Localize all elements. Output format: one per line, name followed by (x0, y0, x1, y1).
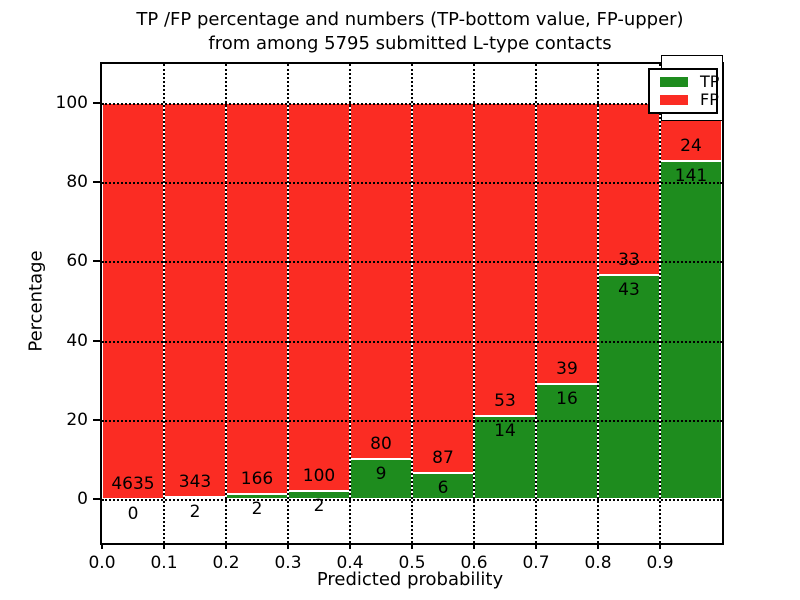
x-axis-tick (473, 543, 475, 549)
x-tick-label: 0.2 (212, 553, 240, 573)
tp-count-label: 2 (251, 499, 263, 520)
tp-count-label: 141 (674, 165, 708, 186)
gridline-vertical (163, 64, 165, 543)
legend-item-fp: FP (650, 90, 719, 109)
y-tick-label: 60 (66, 251, 88, 272)
x-axis-tick (163, 543, 165, 549)
gridline-vertical (349, 64, 351, 543)
chart-title-line1: TP /FP percentage and numbers (TP-bottom… (136, 9, 684, 30)
y-axis-tick (93, 181, 100, 184)
fp-count-label: 87 (432, 448, 454, 469)
x-axis-tick (225, 543, 227, 549)
bar-segment-fp (412, 103, 474, 474)
fp-count-label: 39 (556, 358, 578, 379)
gridline-vertical (411, 64, 413, 543)
x-tick-label: 0.3 (274, 553, 302, 573)
y-axis-tick (93, 418, 100, 421)
x-tick-label: 0.0 (88, 553, 116, 573)
fp-count-label: 166 (240, 469, 274, 490)
x-axis-label: Predicted probability (316, 569, 504, 590)
x-axis-tick (349, 543, 351, 549)
tp-count-label: 0 (127, 504, 139, 524)
fp-count-label: 4635 (111, 474, 155, 494)
y-axis-tick (93, 260, 100, 263)
gridline-vertical (535, 64, 537, 543)
tp-count-label: 9 (375, 463, 387, 484)
tp-count-label: 2 (313, 496, 325, 517)
legend: TP FP (648, 68, 720, 114)
y-tick-label: 20 (66, 409, 88, 430)
x-tick-label: 0.1 (150, 553, 178, 573)
y-tick-label: 40 (66, 330, 88, 351)
fp-count-label: 24 (680, 135, 702, 156)
fp-count-label: 33 (618, 249, 640, 270)
legend-item-tp: TP (650, 72, 720, 91)
y-axis-tick (93, 339, 100, 342)
tp-count-label: 6 (437, 478, 449, 499)
legend-label-tp: TP (700, 72, 720, 91)
gridline-vertical (659, 64, 661, 543)
bar-segment-fp (350, 103, 412, 459)
x-axis-tick (287, 543, 289, 549)
y-axis-tick (93, 498, 100, 500)
gridline-vertical (473, 64, 475, 543)
x-tick-label: 0.9 (646, 553, 674, 573)
y-tick-label: 100 (55, 93, 88, 113)
x-tick-label: 0.8 (584, 553, 612, 573)
x-axis-tick (101, 543, 103, 549)
tp-count-label: 2 (189, 501, 201, 522)
legend-swatch-tp-icon (660, 77, 688, 87)
plot-area: 4635 0 343 2 166 2 100 2 80 9 87 6 53 14 39 16 33 43 24 141… (56, 55, 724, 573)
bar-segment-fp (226, 103, 288, 495)
fp-count-label: 80 (370, 433, 392, 454)
x-tick-label: 0.5 (398, 553, 426, 573)
bar-segment-fp (164, 103, 226, 497)
y-axis-label: Percentage (25, 250, 47, 352)
gridline-vertical (597, 64, 599, 543)
x-tick-label: 0.7 (522, 553, 550, 573)
x-tick-label: 0.4 (336, 553, 364, 573)
x-tick-label: 0.6 (460, 553, 488, 573)
chart-title-line2: from among 5795 submitted L-type contact… (208, 33, 612, 54)
fp-count-label: 100 (302, 466, 336, 487)
bar-segment-fp (536, 103, 598, 384)
bar-segment-fp (288, 103, 350, 492)
bar-segment-fp (102, 103, 164, 499)
x-axis-tick (659, 543, 661, 549)
gridline-vertical (225, 64, 227, 543)
x-axis-tick (535, 543, 537, 549)
legend-swatch-fp-icon (660, 95, 688, 105)
legend-label-fp: FP (700, 90, 719, 109)
x-axis-tick (411, 543, 413, 549)
tp-count-label: 14 (494, 421, 516, 442)
y-tick-label: 0 (77, 489, 88, 509)
tp-count-label: 16 (556, 388, 578, 409)
bar-segment-tp (598, 274, 660, 499)
bar-segment-fp (474, 103, 536, 417)
y-tick-label: 80 (66, 172, 88, 193)
bar-segment-tp (660, 160, 722, 499)
fp-count-label: 53 (494, 391, 516, 412)
x-axis-tick (597, 543, 599, 549)
gridline-vertical (287, 64, 289, 543)
chart-title: TP /FP percentage and numbers (TP-bottom… (100, 8, 720, 56)
fp-count-label: 343 (178, 471, 212, 492)
y-axis-tick (93, 102, 100, 104)
tp-count-label: 43 (618, 279, 640, 300)
